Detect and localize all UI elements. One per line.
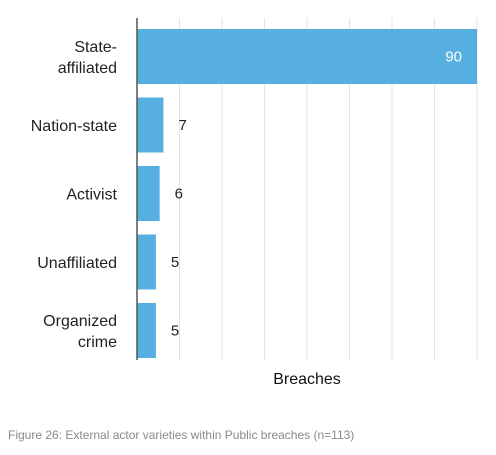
bars [137, 29, 477, 358]
bar [137, 29, 477, 84]
bar [137, 166, 160, 221]
bar [137, 303, 156, 358]
category-label: Activist [66, 187, 117, 204]
category-label: affiliated [58, 60, 117, 77]
category-labels: 90 State-affiliated 7 Nation-state 6 Activist… [31, 39, 462, 351]
bar [137, 97, 164, 153]
category-label: Unaffiliated [37, 255, 117, 272]
bar [137, 234, 156, 290]
category-label: crime [78, 334, 117, 351]
data-label: 5 [171, 254, 179, 271]
category-label: State- [74, 39, 117, 56]
data-label: 6 [175, 186, 183, 203]
bar-chart: 90 State-affiliated 7 Nation-state 6 Activist… [31, 18, 478, 388]
data-label: 90 [445, 49, 462, 66]
data-label: 7 [178, 117, 186, 134]
data-label: 5 [171, 323, 179, 340]
category-label: Nation-state [31, 118, 117, 135]
figure-caption: Figure 26: External actor varieties with… [8, 428, 355, 442]
x-axis-label: Breaches [273, 371, 341, 388]
category-label: Organized [43, 313, 117, 330]
